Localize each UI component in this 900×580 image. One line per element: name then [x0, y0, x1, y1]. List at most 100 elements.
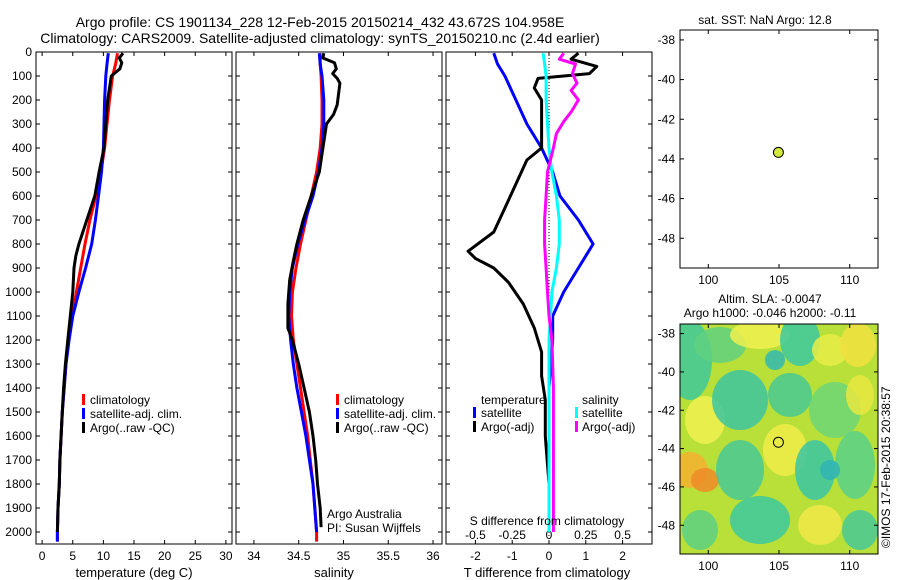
- sla-map-panel: 100 105 110 -38 -40 -42 -44 -46 -48: [658, 323, 879, 573]
- sla-heatmap-patch: [768, 373, 812, 417]
- salinity-xtick-label: 34.5: [287, 549, 311, 563]
- sla-heatmap-patch: [730, 496, 790, 544]
- difference-legend-temp-satellite: satellite: [481, 406, 522, 420]
- sla-heatmap-patch: [798, 505, 842, 545]
- sla-map-argo-marker: [772, 436, 784, 448]
- salinity-diff-tick-label: 0.5: [614, 528, 631, 542]
- salinity-diff-tick-label: 0: [546, 528, 553, 542]
- salinity-legend-swatch-satellite-adj-clim: [336, 408, 339, 419]
- sst-map-ytick-label: -48: [658, 231, 676, 245]
- sla-map-xtick-label: 100: [698, 559, 718, 573]
- sst-map-argo-marker: [772, 146, 784, 158]
- sla-map-ytick-label: -40: [658, 365, 676, 379]
- sst-map-xtick-label: 110: [840, 273, 859, 287]
- sla-heatmap-patch: [846, 375, 874, 415]
- difference-series-temperature-argo-adj: [466, 52, 599, 532]
- sst-map-ytick-label: -38: [658, 33, 676, 47]
- difference-legend-swatch-temp-satellite: [473, 407, 476, 418]
- depth-tick-label: 600: [12, 189, 32, 203]
- difference-legend-temp-argo: Argo(-adj): [481, 420, 534, 434]
- depth-tick-label: 800: [12, 237, 32, 251]
- depth-tick-label: 0: [25, 45, 32, 59]
- salinity-axes-frame: [235, 51, 443, 545]
- temperature-legend-label-climatology: climatology: [90, 393, 150, 407]
- sla-heatmap-patch: [835, 431, 875, 499]
- salinity-xtick-label: 34: [247, 549, 261, 563]
- depth-tick-label: 300: [12, 117, 32, 131]
- temperature-xtick-label: 20: [158, 549, 172, 563]
- depth-tick-label: 1700: [5, 453, 32, 467]
- sla-heatmap-patch: [820, 460, 840, 480]
- figure-title-line1: Argo profile: CS 1901134_228 12-Feb-2015…: [76, 14, 565, 30]
- difference-xtick-label: -1: [507, 549, 518, 563]
- sla-heatmap-patch: [730, 324, 790, 349]
- difference-xlabel-top: S difference from climatology: [470, 514, 625, 528]
- sla-map-ytick-label: -48: [658, 518, 676, 532]
- sla-map-xtick-label: 105: [769, 559, 789, 573]
- sla-heatmap-patch: [712, 370, 768, 430]
- depth-tick-label: 2000: [5, 525, 32, 539]
- salinity-legend-swatch-argo-raw-qc: [336, 422, 339, 433]
- sla-map-title-line2: Argo h1000: -0.046 h2000: -0.11: [684, 306, 857, 320]
- salinity-diff-tick-label: -0.25: [499, 528, 527, 542]
- salinity-xlabel: salinity: [314, 565, 354, 580]
- salinity-legend-label-climatology: climatology: [344, 393, 404, 407]
- temperature-series-argo-raw-qc: [55, 52, 125, 533]
- sla-heatmap-patch: [691, 468, 719, 492]
- temperature-xtick-label: 25: [189, 549, 203, 563]
- salinity-xtick-label: 35: [337, 549, 351, 563]
- sla-map-title-line1: Altim. SLA: -0.0047: [718, 292, 822, 306]
- temperature-xtick-label: 0: [39, 549, 46, 563]
- temperature-legend-swatch-climatology: [82, 394, 85, 405]
- difference-xtick-label: 0: [546, 549, 553, 563]
- temperature-series-satellite-adj-clim: [55, 53, 110, 542]
- depth-tick-label: 1600: [5, 429, 32, 443]
- difference-xtick-label: -2: [470, 549, 481, 563]
- salinity-annotation-line1: Argo Australia: [327, 507, 402, 521]
- sla-heatmap-patch: [765, 350, 785, 370]
- sla-map-ytick-label: -38: [658, 327, 676, 341]
- sst-map-xtick-label: 105: [769, 273, 789, 287]
- difference-xtick-label: 2: [619, 549, 626, 563]
- depth-tick-label: 400: [12, 141, 32, 155]
- difference-legend-sal-satellite: satellite: [582, 406, 623, 420]
- sst-map-xtick-label: 100: [698, 273, 718, 287]
- salinity-series-satellite-adj-clim: [287, 53, 326, 533]
- temperature-axes-frame: [35, 51, 233, 545]
- sst-map-ytick-label: -44: [658, 152, 676, 166]
- depth-tick-label: 1300: [5, 357, 32, 371]
- depth-tick-label: 100: [12, 69, 32, 83]
- sst-map-ytick-label: -40: [658, 73, 676, 87]
- salinity-diff-tick-label: 0.25: [574, 528, 598, 542]
- salinity-panel: 34 34.5 35 35.5 36 climatologysatellite-adj. …: [235, 51, 443, 563]
- salinity-diff-tick-label: -0.5: [465, 528, 486, 542]
- difference-panel: -2 -1 0 1 2-0.5 -0.25 0 0.25 0.5temperaturesatel…: [445, 51, 653, 563]
- salinity-legend-swatch-climatology: [336, 394, 339, 405]
- temperature-xlabel: temperature (deg C): [75, 565, 192, 580]
- sla-heatmap-patch: [682, 510, 718, 550]
- sla-map-xtick-label: 110: [840, 559, 859, 573]
- sla-map-ytick-label: -42: [658, 403, 676, 417]
- difference-legend-salinity-title: salinity: [582, 393, 619, 407]
- depth-tick-label: 1500: [5, 405, 32, 419]
- difference-xlabel-bottom: T difference from climatology: [464, 565, 631, 580]
- temperature-legend-swatch-argo-raw-qc: [82, 422, 85, 433]
- difference-series-temperature-satellite: [492, 52, 595, 532]
- depth-tick-label: 700: [12, 213, 32, 227]
- sst-map-title: sat. SST: NaN Argo: 12.8: [698, 13, 832, 27]
- sla-heatmap-patch: [795, 440, 835, 500]
- depth-tick-label: 1900: [5, 501, 32, 515]
- salinity-legend-label-argo-raw-qc: Argo(..raw -QC): [344, 421, 429, 435]
- temperature-legend-swatch-satellite-adj-clim: [82, 408, 85, 419]
- depth-tick-label: 900: [12, 261, 32, 275]
- sla-heatmap-patch: [780, 324, 820, 366]
- difference-legend-swatch-sal-argo: [575, 421, 578, 432]
- difference-legend-temperature-title: temperature: [481, 393, 546, 407]
- depth-tick-label: 1000: [5, 285, 32, 299]
- salinity-legend-label-satellite-adj-clim: satellite-adj. clim.: [344, 407, 436, 421]
- sla-map-ytick-label: -46: [658, 480, 676, 494]
- difference-series-salinity-argo-adj: [543, 52, 580, 532]
- sla-heatmap-patch: [812, 334, 848, 366]
- depth-tick-label: 500: [12, 165, 32, 179]
